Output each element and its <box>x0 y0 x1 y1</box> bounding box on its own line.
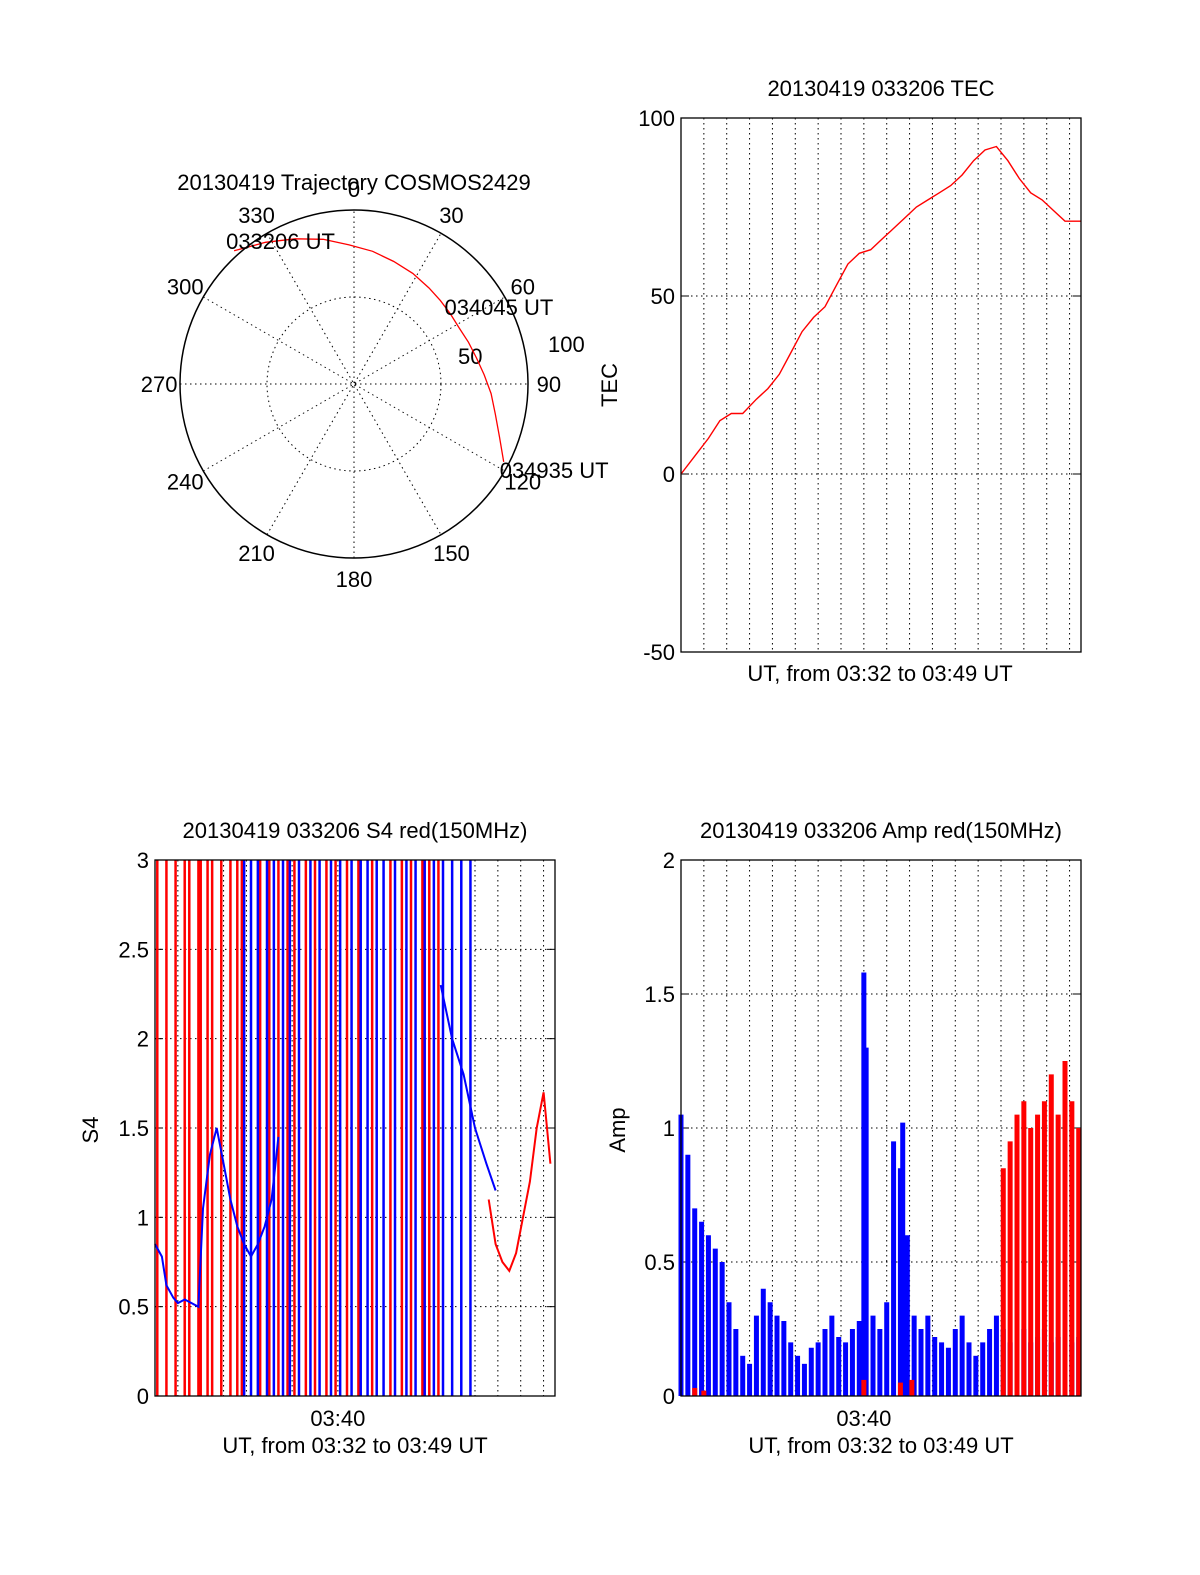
s4-title: 20130419 033206 S4 red(150MHz) <box>183 818 528 843</box>
polar-angle-label: 0 <box>348 177 360 202</box>
amp-ytick-label: 2 <box>663 848 675 873</box>
s4-ytick-label: 2.5 <box>118 937 149 962</box>
tec-plot-frame <box>680 117 1082 653</box>
polar-angle-label: 120 <box>504 469 541 494</box>
polar-angle-label: 270 <box>141 372 178 397</box>
s4-xtick-label: 03:40 <box>310 1406 365 1431</box>
tec-ytick-label: -50 <box>643 640 675 665</box>
s4-series-line <box>439 984 497 1191</box>
amp-ylabel: Amp <box>605 1107 630 1152</box>
amp-series <box>678 972 1082 1396</box>
tec-xlabel: UT, from 03:32 to 03:49 UT <box>747 661 1012 686</box>
polar-angle-labels: 0 30 60 90 120 150 180 210 240 270 300 330 <box>141 177 561 592</box>
tec-title: 20130419 033206 TEC <box>767 76 994 101</box>
tec-ylabel: TEC <box>597 363 622 407</box>
s4-grid <box>155 860 555 1396</box>
s4-plot-frame <box>154 859 556 1397</box>
s4-ytick-label: 2 <box>137 1027 149 1052</box>
amp-y-ticks: 0 0.5 1 1.5 2 <box>644 848 1081 1409</box>
amp-chart: 20130419 033206 Amp red(150MHz) 0 0.5 1 1.5… <box>605 818 1082 1458</box>
polar-spoke-30 <box>266 233 442 535</box>
amp-ytick-label: 1.5 <box>644 982 675 1007</box>
s4-x-ticks: 03:40 <box>310 1406 365 1431</box>
polar-title: 20130419 Trajectory COSMOS2429 <box>177 170 530 195</box>
polar-angle-label: 30 <box>439 203 463 228</box>
s4-series-line <box>487 1092 552 1273</box>
polar-angle-label: 300 <box>167 275 204 300</box>
tec-chart: 20130419 033206 TEC -50 0 50 100 TEC UT, fr… <box>597 76 1082 686</box>
s4-ytick-label: 1 <box>137 1205 149 1230</box>
polar-angle-label: 180 <box>336 567 373 592</box>
s4-chart: 20130419 033206 S4 red(150MHz) 0 0.5 1 1.5 2… <box>78 818 556 1458</box>
polar-angle-label: 90 <box>537 372 561 397</box>
s4-xlabel: UT, from 03:32 to 03:49 UT <box>222 1433 487 1458</box>
amp-grid <box>681 860 1081 1396</box>
amp-ytick-label: 0 <box>663 1384 675 1409</box>
s4-ytick-label: 1.5 <box>118 1116 149 1141</box>
tec-series-line <box>680 145 1081 475</box>
polar-angle-label: 330 <box>238 203 275 228</box>
trajectory-start-label: 033206 UT <box>226 229 335 254</box>
tec-y-ticks: -50 0 50 100 <box>638 106 1081 665</box>
polar-grid-circle-50 <box>266 296 442 472</box>
s4-ytick-label: 0.5 <box>118 1295 149 1320</box>
polar-spoke-60 <box>203 296 505 472</box>
amp-plot-frame <box>680 859 1082 1397</box>
s4-ytick-label: 3 <box>137 848 149 873</box>
amp-xlabel: UT, from 03:32 to 03:49 UT <box>748 1433 1013 1458</box>
amp-xtick-label: 03:40 <box>836 1406 891 1431</box>
polar-spoke-120 <box>203 296 505 472</box>
polar-trajectory-chart: 20130419 Trajectory COSMOS2429 0 30 60 90 12… <box>141 170 609 592</box>
polar-angle-label: 150 <box>433 541 470 566</box>
tec-ytick-label: 50 <box>651 284 675 309</box>
amp-x-ticks: 03:40 <box>836 1406 891 1431</box>
s4-series <box>154 860 552 1396</box>
trajectory-line <box>233 238 505 463</box>
tec-grid <box>681 118 1081 652</box>
polar-angle-label: 240 <box>167 469 204 494</box>
tec-ytick-label: 0 <box>663 462 675 487</box>
polar-angle-label: 60 <box>511 275 535 300</box>
s4-ylabel: S4 <box>78 1117 103 1144</box>
polar-angle-label: 210 <box>238 541 275 566</box>
polar-radial-label-100: 100 <box>548 332 585 357</box>
tec-series <box>680 145 1081 475</box>
polar-spokes <box>180 210 528 558</box>
s4-y-ticks: 0 0.5 1 1.5 2 2.5 3 <box>118 848 555 1409</box>
amp-ytick-label: 1 <box>663 1116 675 1141</box>
amp-ytick-label: 0.5 <box>644 1250 675 1275</box>
amp-title: 20130419 033206 Amp red(150MHz) <box>700 818 1062 843</box>
trajectory-mid-label: 034045 UT <box>444 295 553 320</box>
s4-series-line <box>154 1127 280 1309</box>
tec-ytick-label: 100 <box>638 106 675 131</box>
trajectory-end-label: 034935 UT <box>500 458 609 483</box>
polar-radial-label-50: 50 <box>458 344 482 369</box>
polar-spoke-150 <box>266 233 442 535</box>
s4-ytick-label: 0 <box>137 1384 149 1409</box>
